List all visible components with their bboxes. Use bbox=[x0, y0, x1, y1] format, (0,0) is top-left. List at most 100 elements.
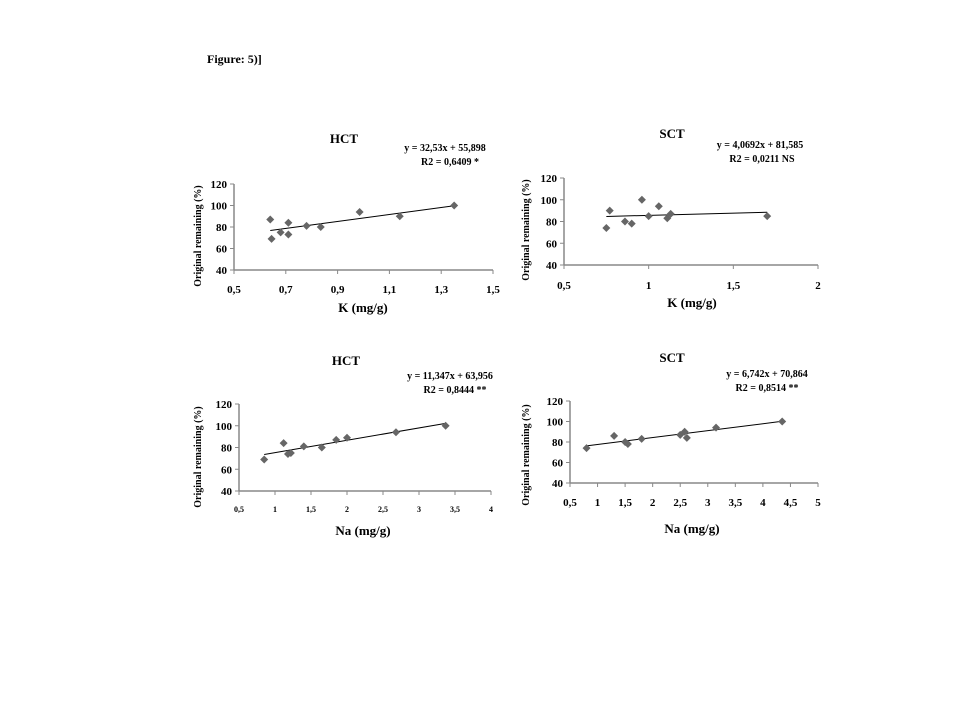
data-point bbox=[266, 215, 275, 224]
x-tick-label: 1 bbox=[595, 497, 601, 509]
data-point bbox=[623, 440, 632, 449]
data-point bbox=[605, 206, 614, 215]
data-point bbox=[582, 444, 591, 453]
x-tick-label: 0,9 bbox=[331, 284, 345, 296]
data-point bbox=[637, 195, 646, 204]
x-tick-label: 1,1 bbox=[383, 284, 397, 296]
x-tick-label: 3 bbox=[705, 497, 711, 509]
data-point bbox=[332, 435, 341, 444]
chart-title: SCT bbox=[659, 126, 685, 141]
data-point bbox=[391, 428, 400, 437]
x-tick-label: 3 bbox=[417, 505, 421, 514]
chart-title: SCT bbox=[659, 350, 685, 365]
y-axis-label: Original remaining (%) bbox=[193, 185, 204, 286]
x-tick-label: 3,5 bbox=[728, 497, 742, 509]
trend-line bbox=[606, 211, 768, 217]
chart-title: HCT bbox=[330, 131, 359, 146]
y-tick-label: 100 bbox=[547, 417, 564, 429]
y-axis-label: Original remaining (%) bbox=[193, 406, 204, 507]
x-tick-label: 1,5 bbox=[726, 280, 740, 292]
r2-label: R2 = 0,8514 ** bbox=[736, 383, 799, 394]
y-tick-label: 100 bbox=[211, 201, 228, 213]
data-point bbox=[602, 224, 611, 233]
x-tick-label: 1 bbox=[646, 280, 652, 292]
y-tick-label: 80 bbox=[216, 222, 228, 234]
data-point bbox=[627, 219, 636, 228]
y-tick-label: 80 bbox=[552, 437, 564, 449]
x-tick-label: 0,7 bbox=[279, 284, 293, 296]
data-point bbox=[317, 443, 326, 452]
data-point bbox=[316, 223, 325, 231]
x-tick-label: 0,5 bbox=[227, 284, 241, 296]
y-axis-label: Original remaining (%) bbox=[521, 404, 532, 505]
y-tick-label: 80 bbox=[221, 443, 233, 455]
data-point bbox=[441, 421, 450, 430]
data-point bbox=[355, 207, 364, 216]
x-tick-label: 4,5 bbox=[784, 497, 798, 509]
chart-4: SCT y = 6,742x + 70,864 R2 = 0,8514 ** 40 60… bbox=[521, 350, 821, 536]
x-tick-label: 1 bbox=[273, 505, 277, 514]
data-point bbox=[680, 427, 689, 436]
data-point bbox=[763, 212, 772, 221]
x-axis-label: Na (mg/g) bbox=[335, 523, 390, 538]
y-tick-label: 120 bbox=[216, 399, 233, 411]
x-tick-label: 2,5 bbox=[673, 497, 687, 509]
data-point bbox=[279, 439, 288, 448]
y-tick-label: 60 bbox=[216, 244, 228, 256]
data-point bbox=[276, 228, 285, 237]
chart-2: SCT y = 4,0692x + 81,585 R2 = 0,0211 NS 40 6… bbox=[521, 126, 821, 310]
data-point bbox=[644, 212, 653, 221]
data-point bbox=[284, 230, 293, 239]
y-tick-label: 40 bbox=[552, 478, 564, 490]
figure-label: Figure: 5)] bbox=[207, 52, 262, 66]
data-point bbox=[299, 442, 308, 451]
data-point bbox=[260, 455, 269, 464]
x-tick-label: 5 bbox=[815, 497, 821, 509]
data-point bbox=[395, 212, 404, 221]
x-tick-label: 0,5 bbox=[557, 280, 571, 292]
y-tick-label: 100 bbox=[541, 195, 558, 207]
x-tick-label: 1,3 bbox=[434, 284, 448, 296]
data-point bbox=[682, 433, 691, 442]
data-point bbox=[450, 201, 459, 210]
data-point bbox=[637, 434, 646, 443]
x-tick-label: 3,5 bbox=[450, 505, 460, 514]
y-tick-label: 40 bbox=[546, 260, 558, 272]
x-axis-label: K (mg/g) bbox=[338, 300, 387, 315]
y-tick-label: 60 bbox=[552, 458, 564, 470]
chart-1: HCT y = 32,53x + 55,898 R2 = 0,6409 * 40 60 8… bbox=[193, 131, 500, 315]
y-tick-label: 40 bbox=[216, 265, 228, 277]
trend-equation: y = 11,347x + 63,956 bbox=[407, 371, 493, 382]
data-point bbox=[712, 423, 721, 432]
x-tick-label: 2 bbox=[345, 505, 349, 514]
y-axis-label: Original remaining (%) bbox=[521, 179, 532, 280]
trend-equation: y = 4,0692x + 81,585 bbox=[717, 140, 803, 151]
r2-label: R2 = 0,6409 * bbox=[421, 157, 479, 168]
x-axis-label: K (mg/g) bbox=[667, 295, 716, 310]
y-tick-label: 60 bbox=[546, 238, 558, 250]
data-point bbox=[666, 209, 675, 218]
x-tick-label: 1,5 bbox=[486, 284, 500, 296]
x-tick-label: 2 bbox=[815, 280, 821, 292]
y-tick-label: 60 bbox=[221, 464, 233, 476]
y-tick-label: 120 bbox=[541, 173, 558, 185]
y-tick-label: 100 bbox=[216, 421, 233, 433]
r2-label: R2 = 0,0211 NS bbox=[729, 154, 795, 165]
data-point bbox=[610, 431, 619, 440]
data-point bbox=[778, 417, 787, 426]
data-point bbox=[302, 221, 311, 230]
x-tick-label: 2 bbox=[650, 497, 656, 509]
y-tick-label: 80 bbox=[546, 217, 558, 229]
data-point bbox=[343, 433, 351, 442]
x-tick-label: 4 bbox=[489, 505, 493, 514]
x-tick-label: 0,5 bbox=[563, 497, 577, 509]
x-tick-label: 0,5 bbox=[234, 505, 244, 514]
y-tick-label: 120 bbox=[547, 396, 564, 408]
r2-label: R2 = 0,8444 ** bbox=[424, 385, 487, 396]
trend-line bbox=[270, 205, 455, 232]
x-tick-label: 4 bbox=[760, 497, 766, 509]
y-tick-label: 120 bbox=[211, 179, 228, 191]
x-tick-label: 2,5 bbox=[378, 505, 388, 514]
x-tick-label: 1,5 bbox=[618, 497, 632, 509]
y-tick-label: 40 bbox=[221, 486, 233, 498]
